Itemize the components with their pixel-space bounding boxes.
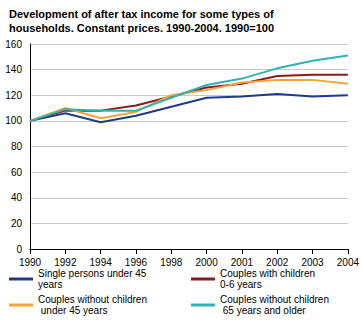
svg-text:1994: 1994	[90, 257, 113, 268]
svg-text:2003: 2003	[301, 257, 324, 268]
svg-text:under 45 years: under 45 years	[38, 305, 108, 316]
svg-text:0-6 years: 0-6 years	[220, 279, 262, 290]
svg-text:years: years	[38, 279, 62, 290]
svg-text:2002: 2002	[266, 257, 289, 268]
svg-text:1996: 1996	[125, 257, 148, 268]
svg-text:80: 80	[11, 141, 23, 152]
svg-text:Couples without children: Couples without children	[38, 294, 147, 305]
svg-text:1992: 1992	[54, 257, 77, 268]
svg-text:160: 160	[5, 39, 22, 50]
svg-text:65 years and older: 65 years and older	[220, 305, 306, 316]
svg-text:0: 0	[16, 244, 22, 255]
svg-text:40: 40	[11, 192, 23, 203]
svg-text:140: 140	[5, 64, 22, 75]
svg-text:1998: 1998	[160, 257, 183, 268]
svg-text:2004: 2004	[337, 257, 360, 268]
svg-text:100: 100	[5, 115, 22, 126]
svg-text:2001: 2001	[231, 257, 254, 268]
svg-text:Single persons under 45: Single persons under 45	[38, 268, 149, 279]
svg-text:1990: 1990	[19, 257, 42, 268]
svg-text:Couples without children: Couples without children	[220, 294, 329, 305]
svg-text:120: 120	[5, 90, 22, 101]
svg-text:20: 20	[11, 218, 23, 229]
svg-text:Couples with children: Couples with children	[220, 268, 318, 279]
svg-text:60: 60	[11, 167, 23, 178]
svg-text:2000: 2000	[195, 257, 218, 268]
svg-text:households. Constant prices. 1: households. Constant prices. 1990-2004. …	[9, 22, 274, 34]
svg-text:Development of after tax incom: Development of after tax income for some…	[9, 8, 277, 20]
